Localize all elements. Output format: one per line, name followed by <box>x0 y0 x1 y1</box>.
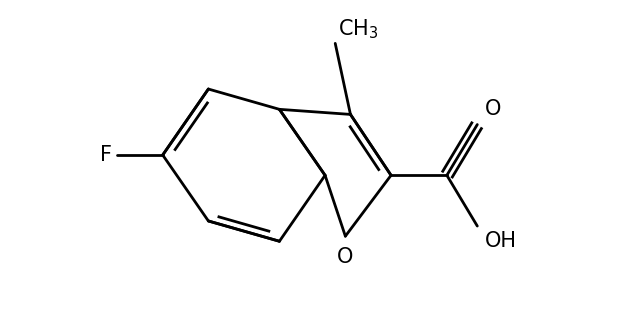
Text: CH$_3$: CH$_3$ <box>338 17 378 41</box>
Text: O: O <box>485 100 501 119</box>
Text: OH: OH <box>485 231 517 251</box>
Text: O: O <box>337 247 353 267</box>
Text: F: F <box>100 145 112 165</box>
